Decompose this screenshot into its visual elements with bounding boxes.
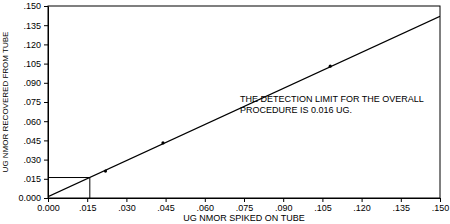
x-tick-label: .075 <box>236 203 254 213</box>
x-tick-label: .090 <box>275 203 293 213</box>
y-axis-title: UG NMOR RECOVERED FROM TUBE <box>1 32 10 173</box>
y-tick: .120 <box>23 40 48 50</box>
x-tick: .075 <box>236 198 254 213</box>
y-tick-label: .135 <box>23 21 41 31</box>
plot: 0.000 .015 .030 .045 .060 .075 .090 .105 .120 .13… <box>18 1 449 213</box>
y-tick-label: .150 <box>23 1 41 11</box>
y-tick: .090 <box>23 78 48 88</box>
marks <box>48 16 440 198</box>
x-tick: .105 <box>314 198 332 213</box>
x-tick-label: .015 <box>79 203 97 213</box>
x-tick: .150 <box>432 198 450 213</box>
x-tick-mark <box>322 198 323 202</box>
y-tick: .135 <box>23 21 48 31</box>
y-tick-label: .120 <box>23 40 41 50</box>
x-tick-mark <box>87 198 88 202</box>
annotation-line: PROCEDURE IS 0.016 UG. <box>240 105 352 115</box>
y-tick-mark <box>44 179 48 180</box>
y-tick-mark <box>44 64 48 65</box>
x-tick-mark <box>126 198 127 202</box>
y-tick-mark <box>44 160 48 161</box>
y-axis: 0.000 .015 .030 .045 .060 .075 .090 .105 .120 .13… <box>18 1 48 203</box>
y-tick-label: .060 <box>23 117 41 127</box>
x-tick: .135 <box>393 198 411 213</box>
y-tick-label: .045 <box>23 136 41 146</box>
x-tick-label: .060 <box>197 203 215 213</box>
x-tick: .090 <box>275 198 293 213</box>
y-tick-mark <box>44 121 48 122</box>
y-tick-mark <box>44 83 48 84</box>
plot-frame <box>48 6 440 198</box>
y-tick: .030 <box>23 155 48 165</box>
x-tick-label: .030 <box>118 203 136 213</box>
x-tick-label: .105 <box>314 203 332 213</box>
x-tick-label: 0.000 <box>37 203 60 213</box>
y-tick: .150 <box>23 1 48 11</box>
x-tick-mark <box>244 198 245 202</box>
y-tick-label: .075 <box>23 97 41 107</box>
chart: 0.000 .015 .030 .045 .060 .075 .090 .105 .120 .13… <box>0 0 450 224</box>
y-axis-line <box>48 7 49 199</box>
x-tick-label: .045 <box>157 203 175 213</box>
detection-limit-vertical <box>89 178 90 198</box>
y-tick: .075 <box>23 97 48 107</box>
y-tick-mark <box>44 44 48 45</box>
x-tick-label: .150 <box>432 203 450 213</box>
x-tick-mark <box>362 198 363 202</box>
data-point <box>329 65 332 68</box>
x-tick-mark <box>401 198 402 202</box>
y-tick-mark <box>44 140 48 141</box>
y-tick-mark <box>44 6 48 7</box>
x-axis: 0.000 .015 .030 .045 .060 .075 .090 .105 .120 .13… <box>37 198 449 213</box>
x-tick: .015 <box>79 198 97 213</box>
x-tick-mark <box>283 198 284 202</box>
y-tick-label: .105 <box>23 59 41 69</box>
y-tick-label: 0.000 <box>18 193 41 203</box>
x-tick-label: .120 <box>353 203 371 213</box>
fit-line <box>48 16 440 196</box>
y-tick-mark <box>44 198 48 199</box>
y-tick-mark <box>44 102 48 103</box>
y-tick: 0.000 <box>18 193 48 203</box>
y-tick-mark <box>44 25 48 26</box>
x-tick-mark <box>48 198 49 202</box>
x-tick: .120 <box>353 198 371 213</box>
x-tick: .060 <box>197 198 215 213</box>
x-axis-title: UG NMOR SPIKED ON TUBE <box>183 213 304 223</box>
y-tick: .060 <box>23 117 48 127</box>
y-tick-label: .030 <box>23 155 41 165</box>
y-tick-label: .090 <box>23 78 41 88</box>
x-tick-mark <box>205 198 206 202</box>
y-tick: .105 <box>23 59 48 69</box>
x-tick-mark <box>166 198 167 202</box>
x-tick-mark <box>440 198 441 202</box>
x-tick-label: .135 <box>393 203 411 213</box>
y-tick: .045 <box>23 136 48 146</box>
data-point <box>161 141 164 144</box>
annotation: THE DETECTION LIMIT FOR THE OVERALLPROCE… <box>240 94 424 115</box>
y-tick: .015 <box>23 174 48 184</box>
x-tick: .030 <box>118 198 136 213</box>
y-tick-label: .015 <box>23 174 41 184</box>
detection-limit-horizontal <box>48 177 90 178</box>
data-point <box>104 170 107 173</box>
x-tick: .045 <box>157 198 175 213</box>
annotation-line: THE DETECTION LIMIT FOR THE OVERALL <box>240 94 424 104</box>
